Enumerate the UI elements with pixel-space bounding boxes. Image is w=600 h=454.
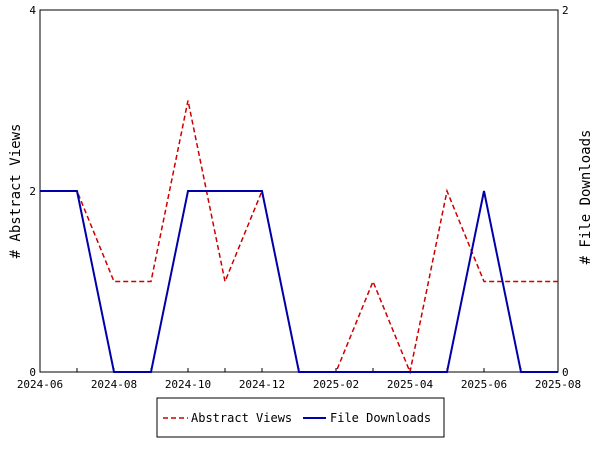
x-tick-label: 2024-10 [165, 378, 211, 391]
plot-area: 2024-06 2024-08 2024-10 2024-12 2025-02 2025-… [17, 4, 581, 391]
x-tick-label: 2025-02 [313, 378, 359, 391]
legend: Abstract Views File Downloads [156, 397, 445, 438]
y-left-axis-title: # Abstract Views [8, 124, 24, 259]
series-line-abstract-views [40, 100, 558, 375]
x-tick-label: 2024-08 [91, 378, 137, 391]
y-right-tick-label: 2 [562, 4, 569, 17]
series-line-file-downloads [40, 190, 558, 373]
legend-label-abstract-views: Abstract Views [191, 411, 292, 425]
x-tick-label: 2024-06 [17, 378, 63, 391]
plot-frame [39, 9, 559, 373]
legend-label-file-downloads: File Downloads [330, 411, 431, 425]
x-tick-label: 2025-06 [461, 378, 507, 391]
y-left-tick-label: 0 [29, 366, 36, 379]
x-tick-label: 2024-12 [239, 378, 285, 391]
legend-box [156, 397, 445, 438]
y-right-tick-label: 0 [562, 366, 569, 379]
x-tick-label: 2025-04 [387, 378, 434, 391]
x-tick-label: 2025-08 [535, 378, 581, 391]
y-left-tick-label: 4 [29, 4, 36, 17]
y-right-axis-title: # File Downloads [578, 130, 594, 265]
y-left-tick-label: 2 [29, 185, 36, 198]
